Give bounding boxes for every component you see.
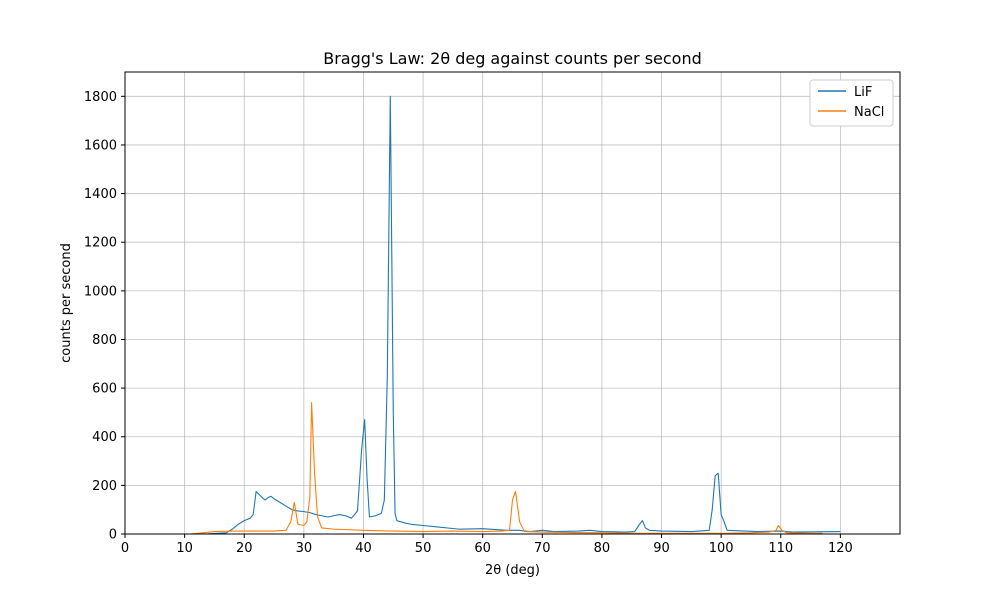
x-tick-label: 20 [236,541,253,556]
x-tick-label: 10 [176,541,193,556]
legend-label-nacl: NaCl [854,105,884,120]
x-tick-label: 60 [474,541,491,556]
x-tick-label: 120 [828,541,853,556]
x-tick-label: 100 [709,541,734,556]
x-tick-label: 40 [355,541,372,556]
x-tick-label: 110 [768,541,793,556]
plot-frame [124,71,901,535]
legend-label-lif: LiF [854,85,872,100]
legend: LiF NaCl [809,79,894,127]
y-tick-label: 1400 [84,187,117,202]
y-tick-label: 600 [92,382,117,397]
y-tick-label: 1200 [84,236,117,251]
series-layer [190,95,841,535]
y-tick-label: 1000 [84,284,117,299]
y-tick-label: 1600 [84,138,117,153]
grid [124,72,900,535]
x-tick-label: 80 [594,541,611,556]
x-tick-label: 70 [534,541,551,556]
y-tick-label: 200 [92,479,117,494]
y-axis-label: counts per second [59,243,74,363]
x-tick-label: 90 [653,541,670,556]
y-tick-label: 1800 [84,90,117,105]
x-tick-label: 30 [296,541,313,556]
plot-area [125,72,900,534]
y-tick-label: 400 [92,430,117,445]
series-line-lif [190,95,841,535]
x-axis: 0 10 20 30 40 50 60 70 80 90 100 110 120 [121,534,853,556]
y-tick-label: 800 [92,333,117,348]
y-axis: 0 200 400 600 800 1000 1200 1400 1600 1800 [84,90,125,543]
x-tick-label: 50 [415,541,432,556]
x-axis-label: 2θ (deg) [485,563,540,578]
x-tick-label: 0 [121,541,129,556]
y-tick-label: 0 [109,528,117,543]
series-line-nacl [190,402,823,535]
chart-title: Bragg's Law: 2θ deg against counts per s… [323,49,702,68]
